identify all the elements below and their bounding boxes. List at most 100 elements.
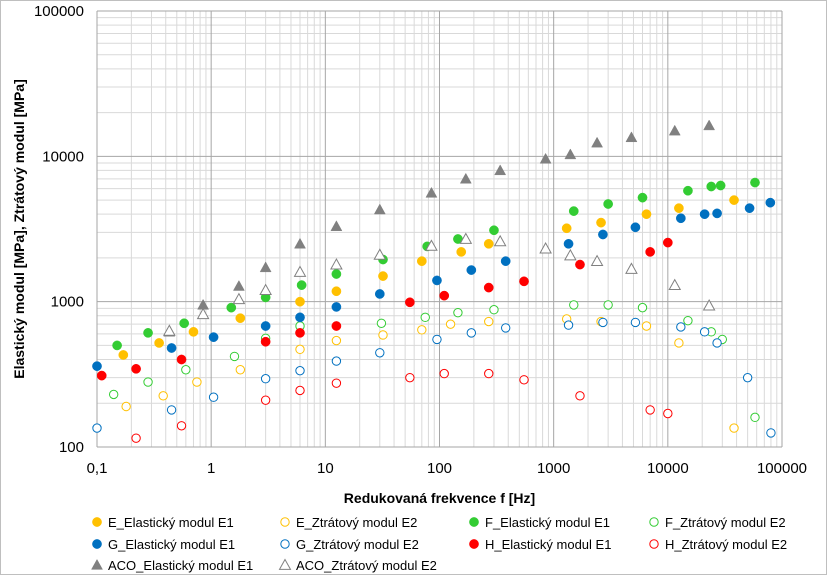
data-point bbox=[331, 302, 342, 312]
data-point bbox=[703, 119, 716, 131]
data-point bbox=[378, 330, 388, 340]
data-point bbox=[235, 365, 246, 375]
data-point bbox=[603, 199, 613, 209]
data-point bbox=[663, 408, 673, 419]
legend-label: H_Ztrátový modul E2 bbox=[665, 537, 787, 552]
data-point bbox=[483, 282, 494, 293]
data-point bbox=[598, 229, 608, 240]
data-point bbox=[331, 378, 342, 388]
legend-entry: G_Ztrátový modul E2 bbox=[280, 537, 419, 552]
data-point bbox=[162, 324, 176, 336]
data-point bbox=[378, 271, 388, 281]
data-point bbox=[330, 220, 343, 231]
data-point bbox=[712, 208, 722, 219]
x-tick-label: 1 bbox=[207, 460, 215, 477]
legend-label: H_Elastický modul E1 bbox=[485, 537, 611, 552]
legend-label: F_Ztrátový modul E2 bbox=[665, 515, 786, 530]
data-point bbox=[331, 335, 342, 346]
legend-entry: E_Elastický modul E1 bbox=[92, 515, 234, 530]
data-point bbox=[232, 292, 246, 305]
data-point bbox=[331, 286, 342, 297]
x-tick-label: 100 bbox=[427, 460, 452, 477]
data-point bbox=[432, 275, 442, 286]
data-point bbox=[143, 377, 153, 387]
data-point bbox=[466, 328, 477, 338]
data-point bbox=[295, 385, 305, 396]
data-point bbox=[260, 321, 271, 331]
y-tick-label: 100 bbox=[59, 439, 84, 456]
data-point bbox=[676, 322, 686, 332]
data-point bbox=[92, 361, 102, 372]
data-point bbox=[331, 321, 342, 331]
data-point bbox=[131, 363, 141, 374]
x-axis-title: Redukovaná frekvence f [Hz] bbox=[344, 490, 535, 506]
data-point bbox=[456, 247, 467, 257]
data-point bbox=[158, 391, 168, 401]
data-point bbox=[702, 299, 716, 311]
data-point bbox=[295, 365, 305, 376]
data-point bbox=[466, 265, 477, 275]
data-point bbox=[706, 181, 717, 192]
data-point bbox=[750, 412, 760, 423]
data-point bbox=[176, 421, 187, 431]
data-point bbox=[539, 242, 552, 254]
series-6 bbox=[92, 317, 776, 438]
data-point bbox=[484, 368, 494, 379]
legend-marker bbox=[280, 539, 290, 549]
data-point bbox=[96, 370, 107, 381]
data-point bbox=[295, 344, 305, 355]
legend-label: ACO_Ztrátový modul E2 bbox=[296, 558, 437, 573]
data-point bbox=[483, 238, 494, 249]
data-point bbox=[260, 395, 271, 405]
legend-marker bbox=[278, 558, 292, 570]
data-point bbox=[675, 213, 686, 224]
data-point bbox=[226, 302, 237, 313]
data-point bbox=[668, 278, 682, 291]
data-point bbox=[232, 280, 245, 291]
legend-marker bbox=[469, 517, 479, 527]
data-point bbox=[445, 319, 456, 329]
data-point bbox=[539, 152, 552, 164]
data-point bbox=[742, 372, 753, 383]
data-point bbox=[112, 340, 122, 351]
data-point bbox=[259, 283, 272, 296]
legend-entry: H_Ztrátový modul E2 bbox=[649, 537, 787, 552]
data-point bbox=[405, 372, 415, 383]
data-point bbox=[519, 276, 529, 287]
data-point bbox=[373, 203, 386, 215]
legend-marker bbox=[92, 539, 102, 549]
series-8 bbox=[131, 368, 673, 443]
y-tick-label: 10000 bbox=[42, 148, 84, 165]
data-point bbox=[293, 265, 307, 277]
data-point bbox=[260, 336, 271, 347]
data-point bbox=[563, 248, 577, 261]
data-point bbox=[500, 323, 511, 333]
data-point bbox=[92, 423, 102, 433]
data-point bbox=[453, 307, 463, 318]
y-tick-label: 1000 bbox=[51, 294, 84, 311]
legend-marker bbox=[280, 517, 290, 527]
legend: E_Elastický modul E1 E_Ztrátový modul E2 F… bbox=[91, 515, 787, 573]
x-tick-label: 1000 bbox=[537, 460, 570, 477]
y-axis-title: Elastický modul [MPa], Ztrátový modul [M… bbox=[11, 79, 27, 379]
data-point bbox=[295, 312, 305, 323]
data-point bbox=[459, 232, 473, 244]
data-point bbox=[143, 328, 153, 338]
data-point bbox=[108, 389, 119, 400]
x-tick-label: 100000 bbox=[757, 460, 807, 477]
data-point bbox=[598, 317, 608, 328]
data-point bbox=[208, 392, 219, 402]
legend-marker bbox=[649, 517, 659, 527]
legend-marker bbox=[469, 539, 479, 549]
data-point bbox=[493, 234, 507, 247]
data-point bbox=[590, 254, 604, 267]
x-tick-label: 0,1 bbox=[87, 460, 108, 477]
series-2 bbox=[121, 314, 739, 433]
data-point bbox=[637, 302, 648, 313]
series-10 bbox=[162, 232, 716, 336]
data-point bbox=[439, 290, 450, 301]
data-point bbox=[683, 185, 693, 196]
x-tick-label: 10 bbox=[317, 460, 334, 477]
legend-label: F_Elastický modul E1 bbox=[485, 515, 610, 530]
data-point bbox=[330, 258, 343, 270]
